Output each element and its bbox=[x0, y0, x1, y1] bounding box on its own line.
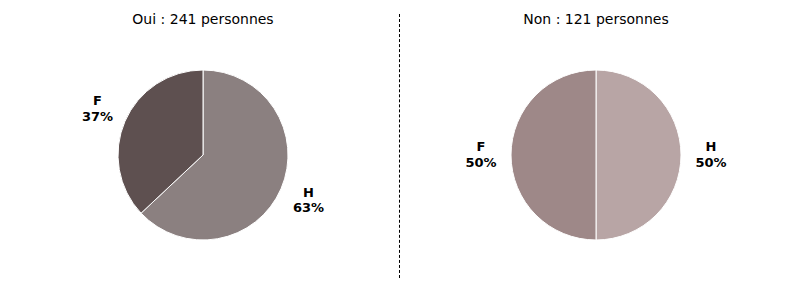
svg-text:H63%: H63% bbox=[293, 185, 324, 216]
html-text:Non : 121 personnes: Non : 121 personnes bbox=[523, 11, 669, 27]
svg-text:F37%: F37% bbox=[82, 93, 113, 124]
html-text:Oui : 241 personnes: Oui : 241 personnes bbox=[132, 11, 274, 27]
svg-text:F50%: F50% bbox=[465, 139, 496, 170]
svg-text:H50%: H50% bbox=[695, 139, 726, 170]
